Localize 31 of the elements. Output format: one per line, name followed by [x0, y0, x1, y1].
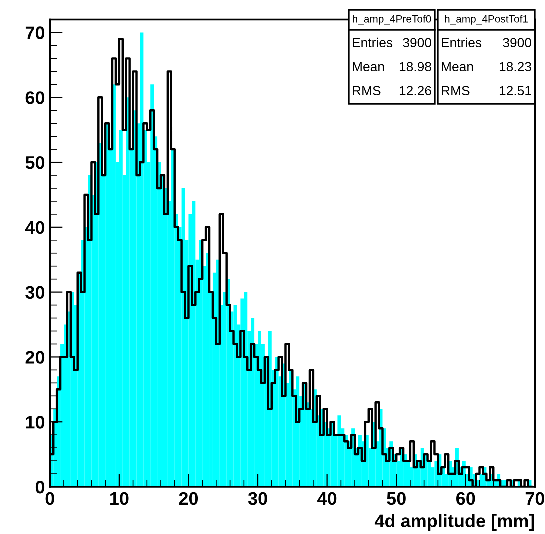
- annotation: 12.26: [400, 86, 432, 96]
- x-tick-label: 20: [179, 492, 198, 506]
- y-tick-label: 50: [26, 156, 45, 170]
- y-tick-label: 70: [26, 26, 45, 40]
- annotation: 3900: [403, 38, 432, 48]
- y-tick-label: 20: [26, 351, 45, 364]
- annotation: 3900: [503, 38, 532, 48]
- x-tick-label: 70: [526, 492, 544, 506]
- annotation: Mean: [353, 62, 384, 72]
- annotation: 18.98: [400, 62, 432, 72]
- y-tick-label: 30: [26, 286, 45, 300]
- x-tick-label: 10: [110, 492, 129, 506]
- y-tick-label: 10: [26, 416, 45, 429]
- annotation: h_amp_4PostTof1: [445, 15, 528, 25]
- x-tick-label: 50: [387, 492, 406, 506]
- annotation: Mean: [442, 62, 474, 72]
- x-axis-title: 4d amplitude [mm]: [374, 514, 534, 532]
- y-tick-label: 0: [36, 480, 45, 494]
- annotation: RMS: [442, 86, 470, 96]
- annotation: 18.23: [500, 62, 532, 72]
- y-tick-label: 60: [26, 92, 45, 104]
- annotation: h_amp_4PreTof0: [353, 15, 432, 25]
- annotation: 12.51: [500, 86, 532, 96]
- annotation: Entries: [353, 38, 393, 48]
- annotation: RMS: [353, 86, 381, 96]
- y-tick-label: 40: [25, 221, 45, 234]
- x-tick-label: 30: [248, 492, 268, 506]
- x-tick-label: 40: [318, 492, 337, 506]
- annotation: Entries: [442, 38, 482, 48]
- x-tick-label: 60: [456, 492, 476, 506]
- x-tick-label: 0: [46, 492, 54, 506]
